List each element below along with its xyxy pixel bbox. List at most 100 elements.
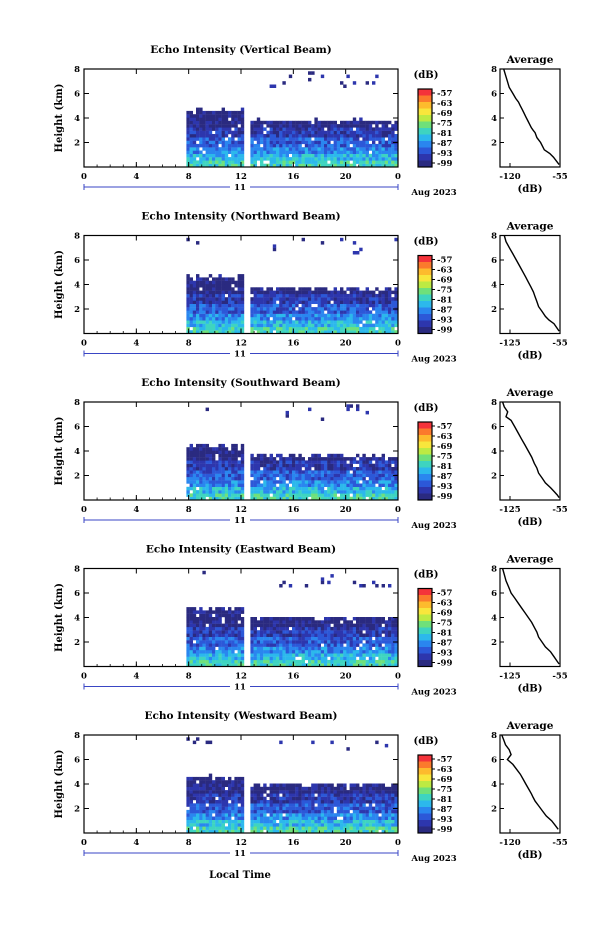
- heatmap-cell: [256, 287, 261, 291]
- heatmap-cell: [266, 809, 270, 814]
- heatmap-cell: [343, 320, 347, 324]
- heatmap-cell: [215, 120, 219, 125]
- heatmap-cell: [282, 137, 286, 141]
- heatmap-cell: [362, 496, 366, 501]
- y-tick-label: 4: [74, 281, 80, 291]
- heatmap-cell: [186, 460, 190, 464]
- heatmap-cell: [253, 620, 257, 624]
- heatmap-cell: [218, 310, 222, 314]
- heatmap-cell: [208, 307, 213, 311]
- heatmap-cell: [221, 803, 225, 807]
- heatmap-cell: [224, 117, 229, 121]
- heatmap-cell: [199, 813, 203, 817]
- heatmap-cell: [279, 496, 283, 501]
- heatmap-cell: [218, 287, 222, 291]
- heatmap-cell: [199, 620, 203, 624]
- heatmap-cell: [260, 633, 264, 637]
- heatmap-cell: [285, 320, 289, 324]
- heatmap-cell: [212, 277, 216, 281]
- heatmap-cell: [384, 330, 389, 334]
- heatmap-cell: [212, 307, 216, 311]
- heatmap-cell: [282, 793, 286, 797]
- heatmap-cell: [375, 650, 379, 654]
- heatmap-cell: [330, 656, 334, 661]
- heatmap-cell: [394, 636, 398, 641]
- heatmap-cell: [189, 110, 193, 115]
- colorbar-tick-label: -81: [437, 296, 452, 306]
- heatmap-cell: [378, 317, 382, 321]
- heatmap-cell: [304, 643, 309, 647]
- heatmap-cell: [189, 786, 193, 791]
- heatmap-cell: [208, 467, 213, 471]
- heatmap-cell: [324, 793, 328, 797]
- heatmap-cell: [308, 463, 312, 468]
- heatmap-cell: [292, 650, 296, 654]
- heatmap-cell: [263, 623, 267, 628]
- heatmap-cell: [340, 310, 344, 314]
- heatmap-cell: [253, 630, 257, 634]
- heatmap-cell: [260, 806, 264, 811]
- heatmap-cell: [308, 300, 312, 304]
- heatmap-cell: [343, 293, 347, 298]
- heatmap-cell: [215, 117, 219, 121]
- heatmap-cell: [288, 293, 293, 298]
- heatmap-cell: [282, 163, 286, 168]
- profile-x-tick-label: -125: [499, 505, 520, 515]
- heatmap-cell: [292, 636, 296, 641]
- heatmap-cell: [311, 800, 315, 804]
- heatmap-cell: [292, 633, 296, 637]
- heatmap-cell: [336, 323, 341, 328]
- heatmap-cell: [346, 790, 350, 794]
- heatmap-cell: [298, 813, 302, 817]
- heatmap-cell: [196, 300, 200, 304]
- heatmap-cell: [365, 653, 369, 657]
- heatmap-cell: [304, 793, 309, 797]
- heatmap-cell: [199, 150, 203, 154]
- heatmap-cell: [295, 127, 299, 131]
- heatmap-cell: [314, 470, 318, 474]
- heatmap-cell: [202, 443, 206, 448]
- heatmap-cell: [212, 663, 216, 667]
- heatmap-cell: [295, 323, 299, 328]
- heatmap-cell: [330, 790, 334, 794]
- heatmap-cell: [199, 157, 203, 161]
- heatmap-cell: [295, 653, 299, 657]
- heatmap-cell: [231, 490, 235, 494]
- heatmap-cell: [234, 124, 238, 128]
- heatmap-cell: [327, 800, 331, 804]
- heatmap-cell: [352, 829, 357, 834]
- heatmap-cell: [384, 290, 389, 295]
- heatmap-cell: [384, 467, 389, 471]
- heatmap-cell: [308, 490, 312, 494]
- heatmap-cell: [218, 826, 222, 830]
- heatmap-cell: [343, 463, 347, 468]
- heatmap-cell: [221, 293, 225, 298]
- heatmap-cell: [205, 447, 209, 451]
- heatmap-cell: [372, 473, 376, 478]
- heatmap-cell: [320, 307, 325, 311]
- heatmap-cell: [336, 303, 341, 308]
- heatmap-cell: [384, 496, 389, 501]
- heatmap-cell: [202, 290, 206, 295]
- heatmap-cell: [301, 816, 305, 820]
- heatmap-cell: [308, 330, 312, 334]
- heatmap-cell: [202, 483, 206, 487]
- heatmap-cell: [356, 790, 360, 794]
- heatmap-cell: [256, 646, 261, 651]
- heatmap-cell: [324, 480, 328, 484]
- heatmap-cell: [317, 153, 321, 158]
- heatmap-cell: [368, 317, 373, 321]
- heatmap-cell: [346, 476, 350, 481]
- heatmap-cell: [295, 120, 299, 125]
- heatmap-cell: [378, 640, 382, 644]
- heatmap-cell: [250, 656, 254, 661]
- heatmap-cell: [263, 480, 267, 484]
- heatmap-cell: [362, 483, 366, 487]
- heatmap-cell: [208, 124, 213, 128]
- heatmap-cell: [231, 150, 235, 154]
- heatmap-cell: [250, 816, 254, 820]
- heatmap-cell: [336, 620, 341, 624]
- heatmap-cell: [228, 313, 232, 318]
- heatmap-cell: [279, 470, 283, 474]
- heatmap-cell: [218, 317, 222, 321]
